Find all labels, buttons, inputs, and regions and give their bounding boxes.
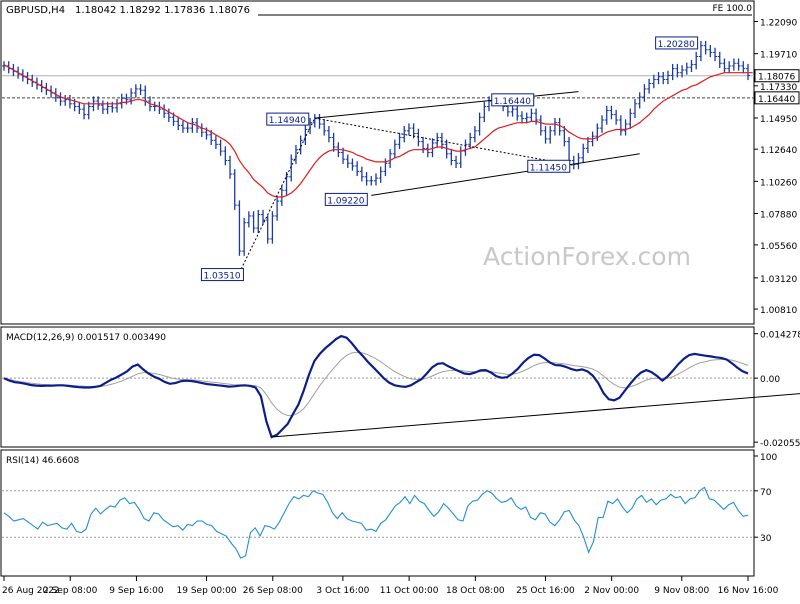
x-axis-tick-label: 2 Nov 00:00 (584, 586, 639, 596)
macd-y-tick-label: -0.020556 (760, 439, 800, 449)
rsi-y-tick-label: 100 (760, 453, 777, 463)
price-annotation-label: 1.20280 (658, 40, 695, 50)
x-axis-tick-label: 19 Sep 00:00 (177, 586, 237, 596)
macd-line (3, 334, 749, 439)
rsi-y-tick-label: 30 (760, 534, 772, 544)
macd-panel-frame (0, 326, 755, 448)
price-y-tick-label: 1.22090 (760, 18, 797, 28)
price-y-tick-label: 1.12640 (760, 146, 797, 156)
price-annotation-box (491, 93, 535, 107)
price-y-tick-label: 1.19710 (760, 51, 797, 61)
price-y-tick-label: 1.03120 (760, 275, 797, 285)
x-axis-tick-label: 26 Sep 08:00 (243, 586, 303, 596)
macd-y-tick-label: 0.014278 (760, 331, 800, 341)
macd-layer: 0.014278 0.00 -0.020556 (2, 331, 800, 449)
price-annotation-label: 1.09220 (327, 196, 364, 206)
ma-line (3, 64, 753, 198)
price-marker-label: 1.16440 (758, 95, 795, 105)
price-annotation-box (655, 36, 699, 50)
macd-title: MACD(12,26,9) 0.001517 0.003490 (6, 333, 166, 343)
watermark-text: ActionForex.com (483, 242, 691, 271)
price-marker-box (754, 69, 800, 83)
macd-signal-line (3, 351, 749, 417)
price-y-tick-label: 1.00810 (760, 306, 797, 316)
price-trendline (371, 153, 640, 196)
price-marker-box (754, 91, 800, 105)
x-axis-tick-label: 3 Oct 16:00 (316, 586, 369, 596)
price-annotation-label: 1.14940 (269, 116, 306, 126)
price-layer: 1.22090 1.19710 1.17330 1.14950 1.12640 1.102… (2, 18, 800, 316)
chart-ohlc-label: 1.18042 1.18292 1.17836 1.18076 (75, 5, 250, 16)
price-trendline (314, 91, 579, 119)
price-marker-label: 1.18076 (758, 73, 795, 83)
price-y-tick-label: 1.07880 (760, 211, 797, 221)
fe-label: FE 100.0 (713, 4, 753, 14)
price-annotation-box (527, 159, 571, 173)
price-y-tick-label: 1.17330 (760, 83, 797, 93)
rsi-layer: 100 70 30 (2, 453, 777, 559)
price-annotation-label: 1.03510 (203, 272, 240, 282)
rsi-panel-frame (0, 449, 755, 577)
x-axis-tick-label: 9 Sep 16:00 (109, 586, 164, 596)
macd-y-tick-label: 0.00 (760, 375, 780, 385)
x-axis-tick-label: 2 Sep 08:00 (43, 586, 98, 596)
x-axis-tick-label: 9 Nov 08:00 (654, 586, 709, 596)
x-axis-tick-label: 26 Aug 2022 (2, 586, 60, 596)
price-y-tick-label: 1.14950 (760, 115, 797, 125)
rsi-line (3, 486, 749, 559)
chart-symbol-label: GBPUSD,H4 (6, 5, 65, 16)
price-annotation-box (266, 112, 310, 126)
price-annotation-box (324, 192, 368, 206)
price-trendline (238, 117, 316, 273)
price-y-tick-label: 1.10260 (760, 178, 797, 188)
x-axis-tick-label: 16 Nov 16:00 (718, 586, 779, 596)
rsi-y-tick-label: 70 (760, 488, 772, 498)
rsi-title: RSI(14) 46.6608 (6, 456, 79, 466)
x-axis-tick-label: 25 Oct 16:00 (516, 586, 575, 596)
x-axis-tick-label: 18 Oct 08:00 (446, 586, 505, 596)
price-y-tick-label: 1.05560 (760, 242, 797, 252)
price-annotation-label: 1.11450 (530, 163, 567, 173)
x-axis-tick-label: 11 Oct 00:00 (380, 586, 439, 596)
price-panel-frame (0, 0, 755, 325)
price-annotation-label: 1.16440 (494, 97, 531, 107)
price-annotation-box (200, 268, 244, 282)
macd-trendline (271, 393, 800, 438)
